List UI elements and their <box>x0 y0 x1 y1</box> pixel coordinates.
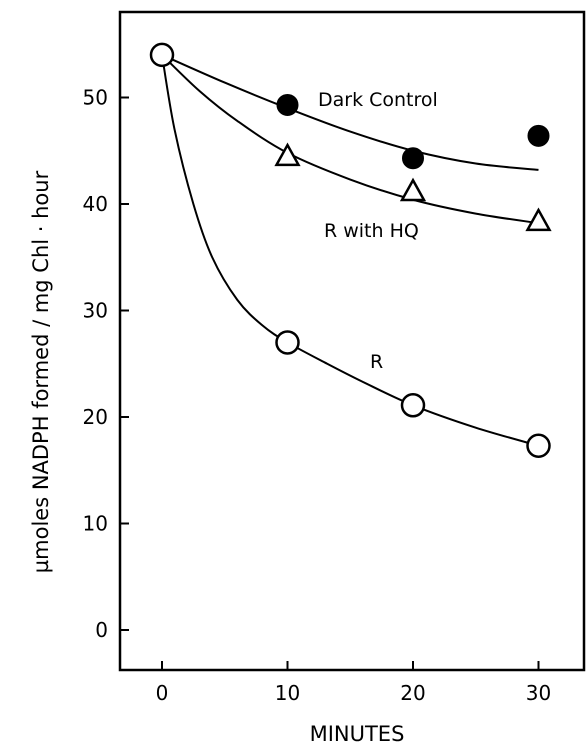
point-r-with-hq <box>399 177 427 202</box>
x-tick-label: 0 <box>156 681 169 705</box>
point-dark-control <box>276 93 299 116</box>
x-tick-label: 30 <box>526 681 551 705</box>
series-markers <box>149 42 552 459</box>
curve-r <box>161 54 539 447</box>
series-curves <box>161 53 539 447</box>
point-r <box>400 393 426 418</box>
axes: 0 10 20 30 0 10 20 30 40 50 <box>83 86 552 706</box>
curve-r-with-hq <box>161 54 539 225</box>
y-tick-label: 20 <box>83 405 108 429</box>
annotation-r: R <box>370 351 383 373</box>
point-r-with-hq <box>274 142 301 167</box>
y-tick-label: 50 <box>83 86 108 110</box>
y-tick-label: 10 <box>83 512 108 536</box>
y-tick-label: 0 <box>95 618 108 642</box>
annotation-r-with-hq: R with HQ <box>324 220 419 242</box>
x-tick-label: 20 <box>400 681 425 705</box>
point-r <box>526 433 551 459</box>
x-tick-label: 10 <box>275 681 300 705</box>
point-dark-control <box>402 147 424 170</box>
x-axis-title: MINUTES <box>310 722 405 746</box>
annotation-dark-control: Dark Control <box>318 89 438 111</box>
curve-dark-control <box>161 53 539 171</box>
point-r-with-hq <box>525 207 552 232</box>
y-axis-title: µmoles NADPH formed / mg Chl · hour <box>29 170 53 573</box>
point-r <box>275 330 300 355</box>
point-r <box>149 42 175 68</box>
y-tick-label: 30 <box>83 299 108 323</box>
y-tick-label: 40 <box>83 192 108 216</box>
point-dark-control <box>527 124 550 147</box>
plot-frame <box>118 10 586 672</box>
